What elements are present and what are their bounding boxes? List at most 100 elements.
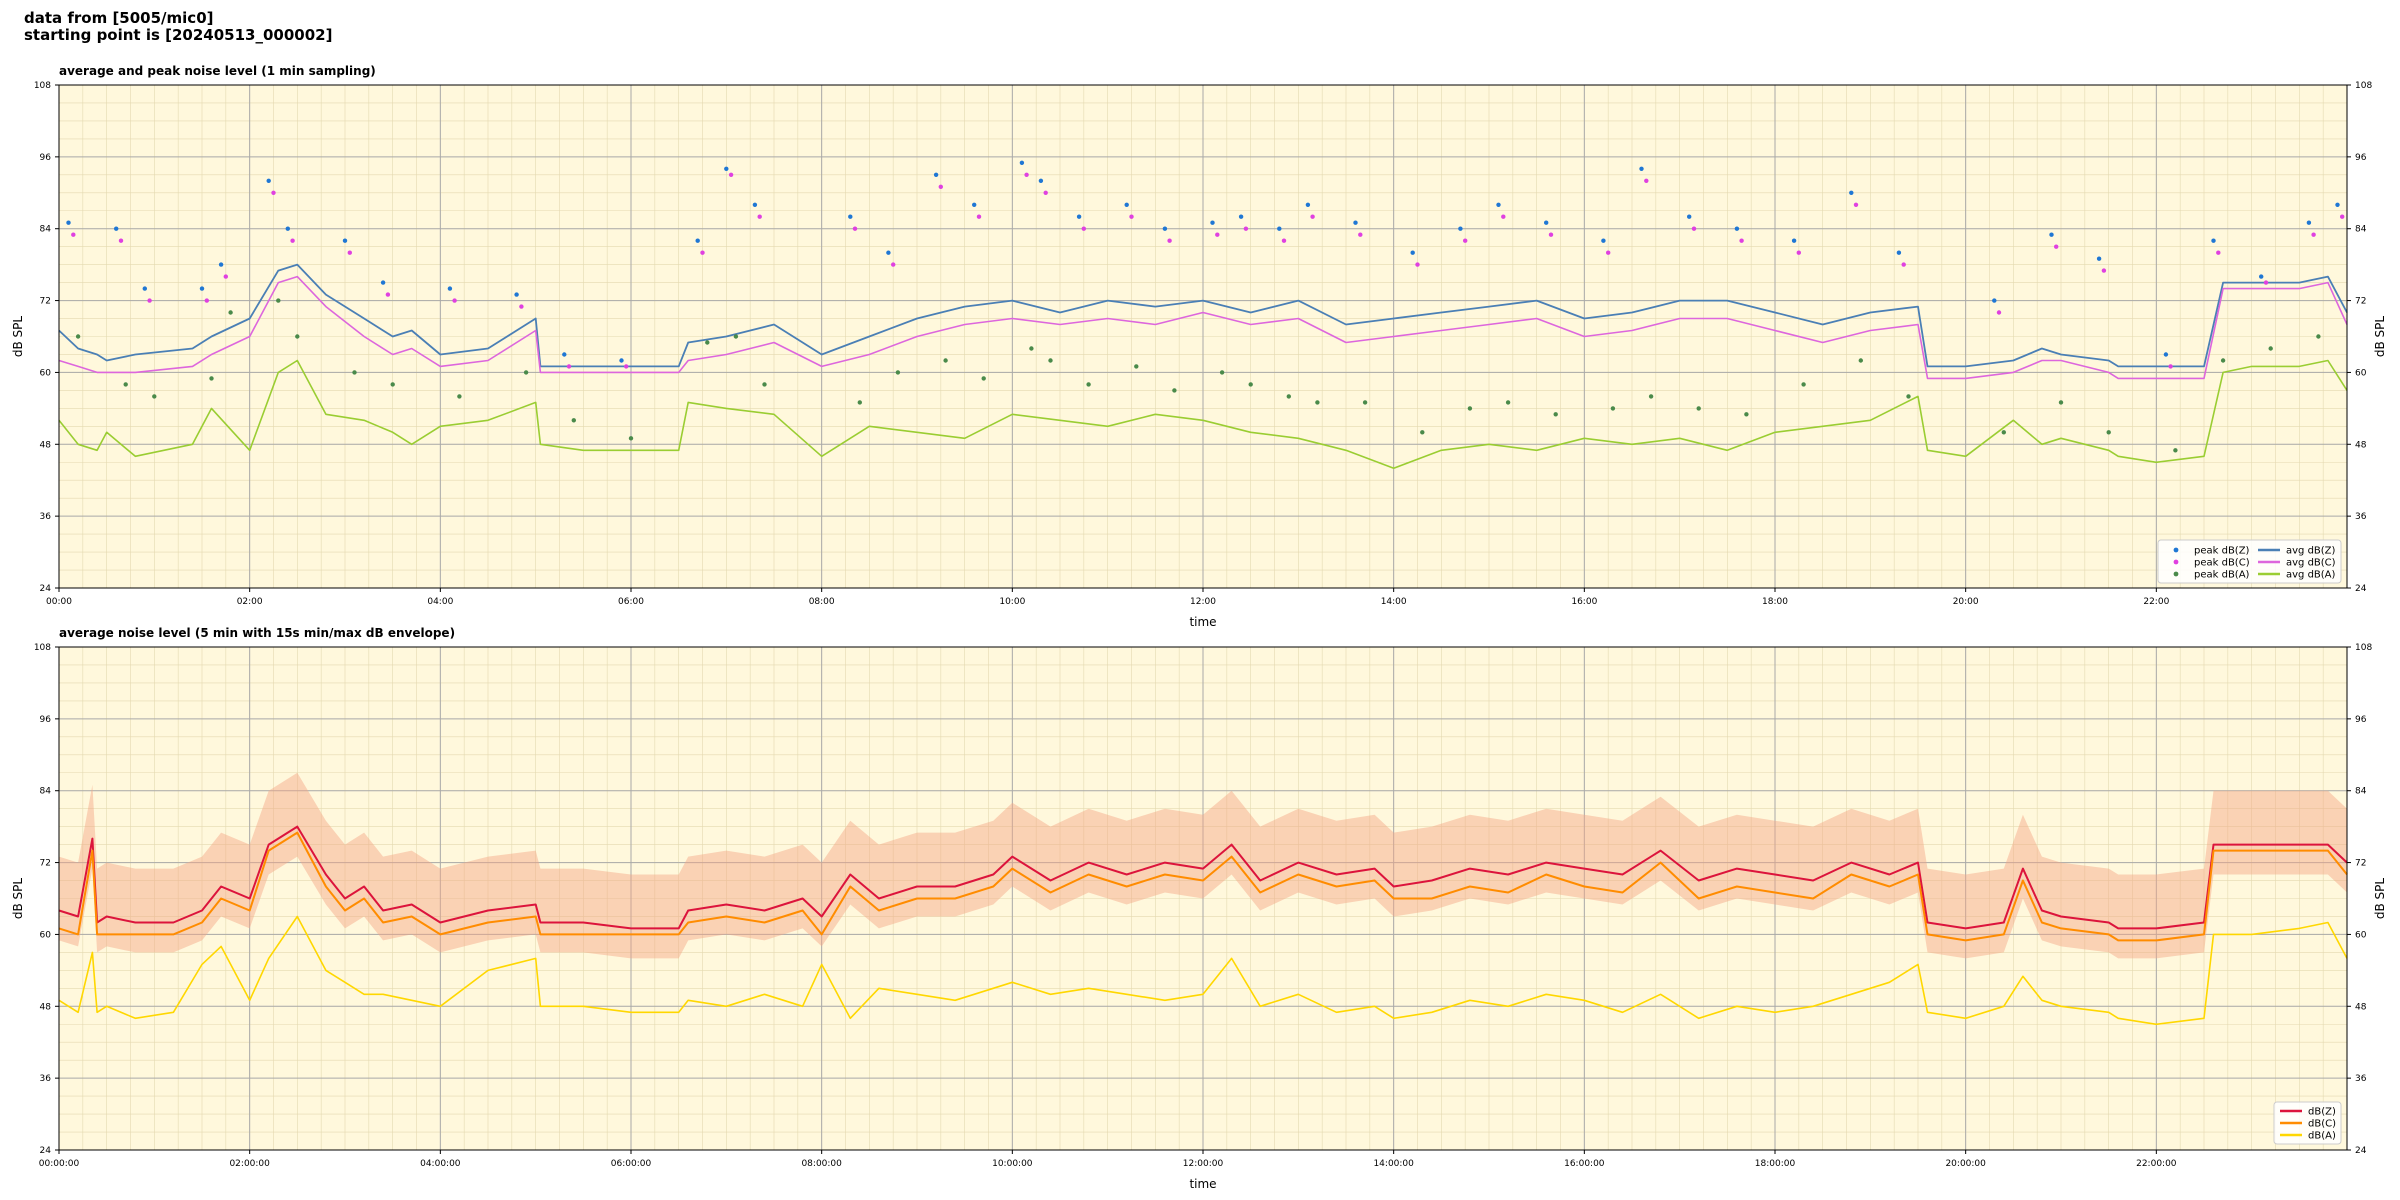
point-peak-db-c- (1739, 238, 1744, 243)
series-line-avg-db-a- (58, 359, 2348, 469)
point-peak-db-c- (223, 274, 228, 279)
point-peak-db-z- (1124, 202, 1129, 207)
point-peak-db-c- (1358, 232, 1363, 237)
y-tick-label: 60 (40, 368, 52, 378)
point-peak-db-c- (118, 238, 124, 243)
x-tick-label: 06:00:00 (611, 1159, 652, 1169)
point-peak-db-z- (2049, 232, 2054, 237)
point-peak-db-z- (2096, 256, 2102, 261)
x-tick-label: 12:00:00 (1183, 1159, 1224, 1169)
point-peak-db-z- (2211, 238, 2216, 243)
legend: peak dB(Z)peak dB(C)peak dB(A)avg dB(Z)a… (2157, 539, 2342, 584)
x-tick-label: 06:00 (618, 597, 644, 607)
legend-box (2273, 1101, 2342, 1145)
legend-label-peak-db-z-: peak dB(Z) (2194, 546, 2250, 557)
point-peak-db-z- (266, 178, 271, 183)
chart-title: average noise level (5 min with 15s min/… (59, 626, 455, 640)
point-peak-db-z- (752, 202, 758, 207)
point-peak-db-a- (2316, 334, 2321, 339)
point-peak-db-z- (2306, 220, 2312, 225)
series-line-db-a- (58, 915, 2348, 1026)
y-tick-label-right: 36 (2355, 1074, 2367, 1084)
point-peak-db-z- (199, 286, 205, 291)
y-tick-label-right: 108 (2355, 643, 2372, 653)
x-tick-label: 10:00 (999, 597, 1025, 607)
point-peak-db-c- (1310, 214, 1315, 219)
y-tick-label: 48 (40, 1002, 52, 1012)
series-line-avg-db-z- (58, 263, 2348, 368)
point-peak-db-c- (347, 250, 352, 255)
legend-label-avg-db-z-: avg dB(Z) (2286, 546, 2336, 557)
point-peak-db-c- (519, 304, 524, 309)
legend-marker-peak-db-c- (2173, 559, 2179, 565)
y-tick-label-right: 48 (2355, 1002, 2367, 1012)
point-peak-db-c- (624, 364, 629, 369)
point-peak-db-c- (1606, 250, 1611, 255)
point-peak-db-z- (285, 226, 290, 231)
x-tick-label: 20:00:00 (1945, 1159, 1986, 1169)
legend-label-avg-db-a-: avg dB(A) (2286, 570, 2336, 581)
point-peak-db-c- (1644, 178, 1649, 183)
point-peak-db-c- (1043, 190, 1048, 195)
point-peak-db-a- (1648, 394, 1654, 399)
point-peak-db-c- (290, 238, 295, 243)
point-peak-db-c- (1129, 214, 1134, 219)
point-peak-db-z- (619, 358, 624, 363)
x-tick-label: 16:00:00 (1564, 1159, 1605, 1169)
point-peak-db-z- (342, 238, 348, 243)
point-peak-db-c- (1901, 262, 1906, 267)
point-peak-db-a- (295, 334, 300, 339)
y-tick-label: 72 (40, 859, 51, 869)
x-tick-label: 04:00 (427, 597, 453, 607)
point-peak-db-a- (1362, 400, 1368, 405)
point-peak-db-a- (1172, 388, 1177, 393)
point-peak-db-z- (1238, 214, 1244, 219)
y-tick-label-right: 72 (2355, 859, 2366, 869)
x-tick-label: 20:00 (1953, 597, 1979, 607)
series-line-db-c- (58, 831, 2348, 942)
point-peak-db-c- (452, 298, 457, 303)
chart-panel-2: 24 24 36 36 48 48 60 60 72 72 84 84 96 96 108 108 00:00:… (11, 626, 2387, 1191)
y-tick-label-right: 48 (2355, 440, 2367, 450)
point-peak-db-a- (390, 382, 395, 387)
point-peak-db-c- (2101, 268, 2107, 273)
point-peak-db-c- (1691, 226, 1697, 231)
point-peak-db-c- (1796, 250, 1802, 255)
point-peak-db-z- (933, 172, 939, 177)
x-tick-label: 02:00 (237, 597, 263, 607)
point-peak-db-a- (1315, 400, 1320, 405)
point-peak-db-z- (1038, 178, 1044, 183)
y-tick-label: 24 (40, 584, 52, 594)
point-peak-db-c- (976, 214, 982, 219)
point-peak-db-z- (447, 286, 453, 291)
y-tick-label-right: 24 (2355, 584, 2367, 594)
x-tick-label: 00:00:00 (39, 1159, 80, 1169)
point-peak-db-a- (1906, 394, 1911, 399)
point-peak-db-c- (700, 250, 705, 255)
point-peak-db-c- (1024, 172, 1029, 177)
point-peak-db-a- (1029, 346, 1034, 351)
point-peak-db-a- (733, 334, 739, 339)
point-peak-db-a- (1219, 370, 1225, 375)
point-peak-db-z- (1849, 190, 1854, 195)
x-axis-label: time (1189, 1177, 1216, 1191)
point-peak-db-c- (1463, 238, 1468, 243)
point-peak-db-a- (2173, 448, 2178, 453)
x-tick-label: 22:00:00 (2136, 1159, 2177, 1169)
point-peak-db-c- (1501, 214, 1506, 219)
y-tick-label-right: 24 (2355, 1146, 2367, 1156)
point-peak-db-c- (2054, 244, 2059, 249)
point-peak-db-a- (1505, 400, 1511, 405)
x-tick-label: 08:00:00 (801, 1159, 842, 1169)
point-peak-db-a- (1048, 358, 1053, 363)
point-peak-db-a- (209, 376, 214, 381)
point-peak-db-a- (1420, 430, 1425, 435)
point-peak-db-c- (1281, 238, 1287, 243)
y-axis-label: dB SPL (11, 878, 25, 920)
point-peak-db-c- (147, 298, 152, 303)
point-peak-db-a- (2220, 358, 2226, 363)
point-peak-db-a- (1086, 382, 1091, 387)
y-tick-label: 48 (40, 440, 52, 450)
point-peak-db-z- (724, 166, 729, 171)
y-tick-label: 84 (40, 225, 52, 235)
